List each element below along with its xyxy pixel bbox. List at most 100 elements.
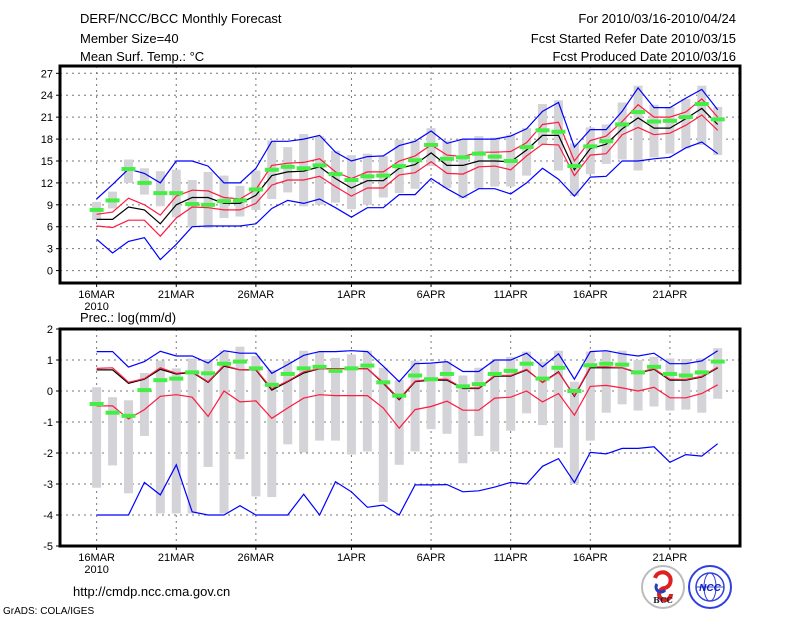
observed-marker xyxy=(137,180,152,185)
ensemble-range-bar xyxy=(346,155,356,210)
x-year-label: 2010 xyxy=(84,301,108,313)
observed-marker xyxy=(312,163,327,168)
observed-marker xyxy=(631,370,646,375)
observed-marker xyxy=(551,129,566,134)
x-tick-label: 1APR xyxy=(337,289,366,301)
series-line-ensemble-mean xyxy=(96,107,719,225)
ensemble-range-bar xyxy=(681,98,691,149)
ensemble-range-bar xyxy=(315,136,325,205)
ensemble-range-bar xyxy=(522,128,532,176)
member-size: Member Size=40 xyxy=(80,31,179,46)
ensemble-range-bar xyxy=(713,106,723,156)
figure-title: DERF/NCC/BCC Monthly Forecast xyxy=(80,11,282,26)
observed-marker xyxy=(280,164,295,169)
y-tick-label: -3 xyxy=(43,479,53,491)
series-line-minimum xyxy=(96,443,719,517)
x-tick-label: 21APR xyxy=(653,289,688,301)
observed-marker xyxy=(455,384,470,389)
ensemble-range-bar xyxy=(92,387,102,488)
forecast-period: For 2010/03/16-2010/04/24 xyxy=(578,11,736,26)
observed-marker xyxy=(201,371,216,376)
ensemble-range-bar xyxy=(442,140,452,189)
ensemble-range-bar xyxy=(123,400,133,494)
observed-marker xyxy=(344,177,359,182)
y-tick-label: -2 xyxy=(43,448,53,460)
ensemble-range-bar xyxy=(346,354,356,455)
observed-marker xyxy=(519,361,534,366)
ensemble-range-bar xyxy=(681,359,691,410)
observed-marker xyxy=(280,371,295,376)
y-tick-label: 21 xyxy=(41,112,53,124)
observed-marker xyxy=(615,362,630,367)
observed-marker xyxy=(153,191,168,196)
observed-marker xyxy=(487,371,502,376)
forecast-start-date: Fcst Started Refer Date 2010/03/15 xyxy=(531,31,736,46)
ensemble-range-bar xyxy=(426,128,436,167)
ensemble-range-bar xyxy=(155,171,165,207)
observed-marker xyxy=(376,173,391,178)
observed-marker xyxy=(360,174,375,179)
ensemble-range-bar xyxy=(601,350,611,413)
y-tick-label: -1 xyxy=(43,417,53,429)
series-line-lower-spread xyxy=(96,114,719,238)
precip-panel-title: Prec.: log(mm/d) xyxy=(80,310,176,325)
x-tick-label: 21MAR xyxy=(158,552,195,564)
observed-marker xyxy=(599,361,614,366)
y-tick-label: -5 xyxy=(43,541,53,553)
series-line-maximum xyxy=(96,86,719,200)
ensemble-range-bar xyxy=(331,357,341,441)
y-tick-label: 0 xyxy=(47,386,53,398)
observed-marker xyxy=(169,191,184,196)
ensemble-range-bar xyxy=(490,137,500,187)
observed-marker xyxy=(583,144,598,149)
ensemble-range-bar xyxy=(474,136,484,189)
x-tick-label: 26MAR xyxy=(238,552,275,564)
ncc-logo-text: NCC xyxy=(699,583,721,594)
observed-marker xyxy=(392,164,407,169)
observed-marker xyxy=(89,402,104,407)
observed-marker xyxy=(439,371,454,376)
ensemble-range-bar xyxy=(522,351,532,414)
observed-marker xyxy=(678,373,693,378)
observed-marker xyxy=(567,389,582,393)
observed-marker xyxy=(424,142,439,147)
ncc-logo: NCC xyxy=(688,565,732,609)
observed-marker xyxy=(328,368,343,373)
ensemble-range-bar xyxy=(665,106,675,154)
observed-marker xyxy=(424,377,439,382)
observed-marker xyxy=(471,151,486,156)
observed-marker xyxy=(360,363,375,368)
x-tick-label: 11APR xyxy=(494,552,528,564)
plot-frame xyxy=(58,64,742,285)
x-tick-label: 26MAR xyxy=(238,289,275,301)
observed-marker xyxy=(248,187,263,192)
ensemble-range-bar xyxy=(474,367,484,436)
x-tick-label: 21MAR xyxy=(158,289,195,301)
observed-marker xyxy=(455,155,470,160)
grads-credit: GrADS: COLA/IGES xyxy=(3,606,94,617)
observed-marker xyxy=(408,158,423,163)
observed-marker xyxy=(615,122,630,127)
observed-marker xyxy=(137,388,152,393)
forecast-produced-date: Fcst Produced Date 2010/03/16 xyxy=(552,49,736,64)
ensemble-range-bar xyxy=(171,368,181,514)
ensemble-range-bar xyxy=(139,373,149,436)
observed-marker xyxy=(471,382,486,387)
observed-marker xyxy=(121,167,136,172)
source-url[interactable]: http://cmdp.ncc.cma.gov.cn xyxy=(73,584,230,599)
ensemble-range-bar xyxy=(219,175,229,218)
temperature-panel: 0 3 6 9 12 15 18 21 24 27 16MAR 21MAR 26MAR 1APR 6APR 1… xyxy=(41,64,742,313)
observed-marker xyxy=(392,393,407,398)
observed-marker xyxy=(169,376,184,381)
ensemble-range-bar xyxy=(617,350,627,405)
ensemble-range-bar xyxy=(203,359,213,467)
observed-marker xyxy=(439,156,454,161)
observed-marker xyxy=(631,110,646,115)
ensemble-range-bar xyxy=(299,350,309,453)
series-line-minimum xyxy=(96,141,719,261)
observed-marker xyxy=(551,365,566,370)
observed-marker xyxy=(232,198,247,203)
ensemble-range-bar xyxy=(585,351,595,441)
observed-marker xyxy=(662,371,677,376)
